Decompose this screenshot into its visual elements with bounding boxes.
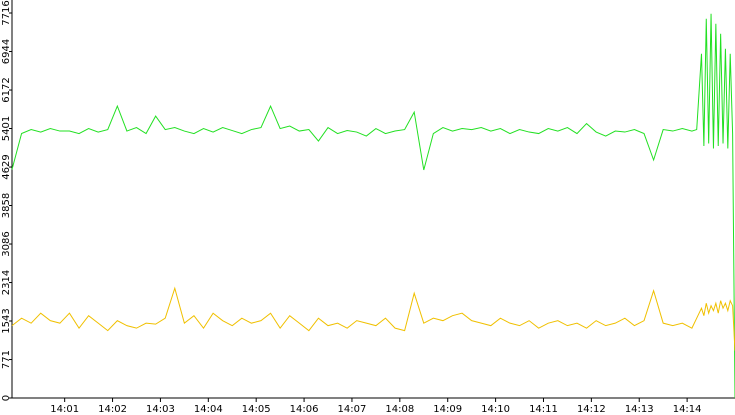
y-tick-label: 0: [1, 395, 12, 401]
x-tick-label: 14:04: [194, 404, 223, 415]
y-tick-label: 6172: [1, 77, 12, 102]
y-tick-label: 6944: [1, 39, 12, 64]
y-tick-label: 1543: [1, 308, 12, 333]
x-tick-label: 14:14: [673, 404, 702, 415]
x-tick-label: 14:08: [385, 404, 414, 415]
y-tick-label: 4629: [1, 154, 12, 179]
x-tick-label: 14:06: [290, 404, 319, 415]
x-tick-label: 14:12: [577, 404, 606, 415]
x-tick-label: 14:03: [146, 404, 175, 415]
y-tick-label: 771: [1, 350, 12, 369]
x-tick-label: 14:07: [338, 404, 367, 415]
x-tick-label: 14:01: [50, 404, 79, 415]
y-tick-label: 2314: [1, 270, 12, 295]
y-tick-label: 3086: [1, 231, 12, 256]
x-tick-label: 14:09: [433, 404, 462, 415]
y-tick-label: 3858: [1, 193, 12, 218]
y-tick-label: 7716: [1, 0, 12, 25]
series-line: [11, 13, 735, 399]
x-tick-label: 14:13: [625, 404, 654, 415]
y-tick-label: 5401: [1, 116, 12, 141]
series-line: [11, 286, 735, 351]
x-tick-label: 14:11: [529, 404, 558, 415]
x-tick-label: 14:02: [98, 404, 127, 415]
x-tick-label: 14:10: [481, 404, 510, 415]
x-tick-label: 14:05: [242, 404, 271, 415]
